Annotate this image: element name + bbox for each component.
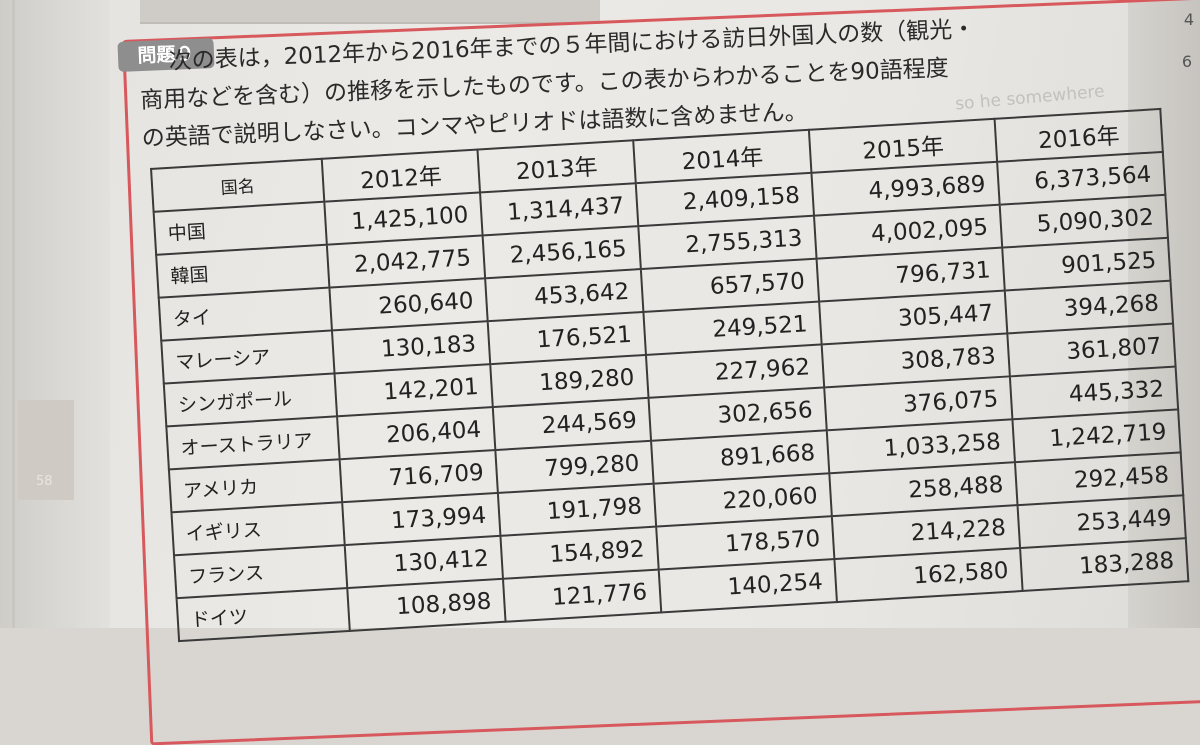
margin-number: 4 <box>1183 10 1194 29</box>
left-page-edge <box>0 0 110 628</box>
right-page-edge <box>1128 0 1200 628</box>
visitor-count: 183,288 <box>1020 538 1189 591</box>
visitor-table: 国名 2012年 2013年 2014年 2015年 2016年 中国 1,42… <box>150 108 1189 642</box>
page-index-tab <box>18 400 74 500</box>
previous-sheet-edge <box>140 0 600 24</box>
visitor-table-wrapper: 国名 2012年 2013年 2014年 2015年 2016年 中国 1,42… <box>150 108 1189 642</box>
page-index-number: 58 <box>36 474 53 489</box>
visitor-count: 140,254 <box>658 559 837 613</box>
margin-number: 6 <box>1181 52 1192 71</box>
country-name: ドイツ <box>176 588 350 642</box>
visitor-count: 121,776 <box>502 569 662 622</box>
page-gutter-line <box>12 0 15 628</box>
visitor-count: 108,898 <box>347 578 506 631</box>
